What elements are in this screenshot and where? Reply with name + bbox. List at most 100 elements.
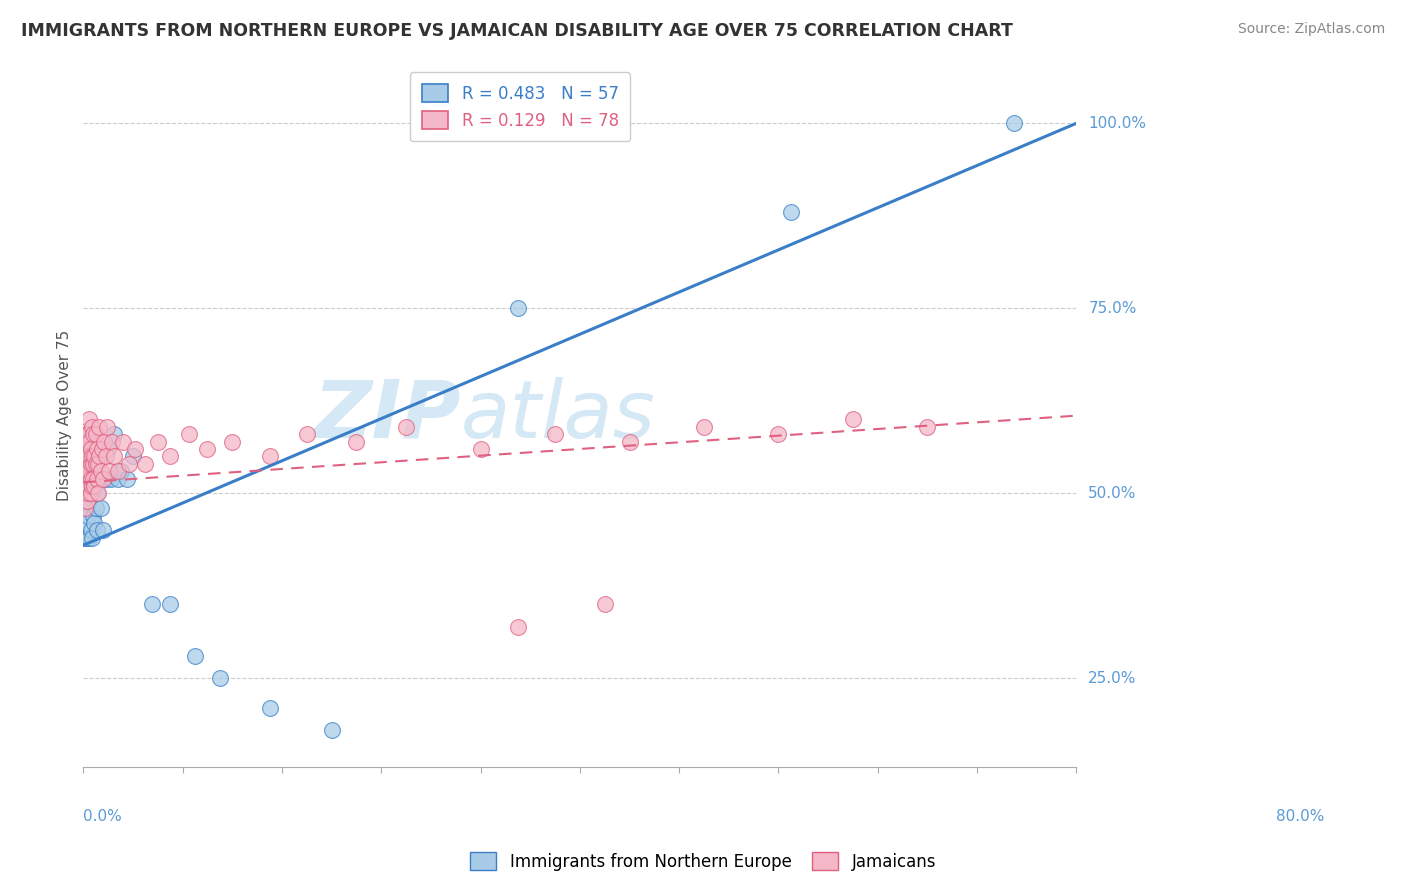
- Point: [83, 472, 105, 486]
- Point: [77, 486, 100, 500]
- Point: [75, 472, 97, 486]
- Point: [79, 434, 101, 449]
- Point: [79, 457, 101, 471]
- Point: [80, 486, 103, 500]
- Point: [80, 457, 103, 471]
- Legend: R = 0.483   N = 57, R = 0.129   N = 78: R = 0.483 N = 57, R = 0.129 N = 78: [411, 72, 630, 142]
- Point: [470, 442, 492, 456]
- Point: [80, 419, 103, 434]
- Point: [79, 493, 101, 508]
- Point: [77, 472, 100, 486]
- Point: [83, 450, 105, 464]
- Point: [115, 472, 138, 486]
- Point: [619, 434, 641, 449]
- Text: 75.0%: 75.0%: [1088, 301, 1136, 316]
- Point: [87, 457, 110, 471]
- Point: [75, 516, 97, 530]
- Point: [107, 464, 129, 478]
- Point: [75, 427, 97, 442]
- Point: [80, 427, 103, 442]
- Point: [75, 464, 97, 478]
- Point: [693, 419, 716, 434]
- Point: [83, 479, 105, 493]
- Point: [118, 457, 141, 471]
- Point: [77, 427, 100, 442]
- Point: [79, 531, 101, 545]
- Point: [80, 479, 103, 493]
- Point: [82, 472, 104, 486]
- Point: [96, 419, 118, 434]
- Point: [76, 434, 98, 449]
- Point: [89, 419, 111, 434]
- Point: [110, 464, 132, 478]
- Point: [76, 450, 98, 464]
- Point: [79, 464, 101, 478]
- Legend: Immigrants from Northern Europe, Jamaicans: Immigrants from Northern Europe, Jamaica…: [461, 844, 945, 880]
- Point: [73, 472, 96, 486]
- Text: 80.0%: 80.0%: [1277, 809, 1324, 824]
- Point: [73, 450, 96, 464]
- Point: [842, 412, 865, 426]
- Point: [77, 472, 100, 486]
- Point: [76, 464, 98, 478]
- Point: [506, 301, 529, 316]
- Point: [544, 427, 567, 442]
- Point: [76, 501, 98, 516]
- Point: [177, 427, 200, 442]
- Point: [82, 427, 104, 442]
- Point: [73, 486, 96, 500]
- Point: [73, 434, 96, 449]
- Point: [259, 450, 281, 464]
- Point: [159, 598, 181, 612]
- Point: [90, 464, 112, 478]
- Point: [111, 434, 134, 449]
- Point: [295, 427, 318, 442]
- Point: [79, 450, 101, 464]
- Point: [103, 427, 125, 442]
- Point: [90, 472, 112, 486]
- Point: [84, 427, 107, 442]
- Point: [75, 486, 97, 500]
- Point: [80, 450, 103, 464]
- Point: [159, 450, 181, 464]
- Point: [506, 619, 529, 633]
- Point: [89, 450, 111, 464]
- Point: [80, 531, 103, 545]
- Point: [107, 472, 129, 486]
- Text: 50.0%: 50.0%: [1088, 486, 1136, 501]
- Point: [73, 479, 96, 493]
- Point: [93, 434, 115, 449]
- Point: [395, 419, 418, 434]
- Point: [90, 442, 112, 456]
- Point: [917, 419, 939, 434]
- Point: [79, 427, 101, 442]
- Point: [86, 472, 108, 486]
- Point: [73, 464, 96, 478]
- Point: [75, 442, 97, 456]
- Point: [208, 672, 231, 686]
- Point: [82, 464, 104, 478]
- Point: [146, 434, 169, 449]
- Point: [77, 442, 100, 456]
- Point: [79, 479, 101, 493]
- Point: [94, 472, 117, 486]
- Point: [593, 598, 616, 612]
- Point: [83, 516, 105, 530]
- Point: [77, 442, 100, 456]
- Point: [75, 486, 97, 500]
- Point: [259, 701, 281, 715]
- Point: [90, 501, 112, 516]
- Point: [97, 442, 120, 456]
- Point: [768, 427, 790, 442]
- Point: [76, 457, 98, 471]
- Point: [77, 508, 100, 523]
- Point: [91, 472, 114, 486]
- Point: [80, 472, 103, 486]
- Text: 100.0%: 100.0%: [1088, 116, 1146, 131]
- Point: [101, 434, 124, 449]
- Point: [75, 442, 97, 456]
- Point: [80, 479, 103, 493]
- Point: [87, 472, 110, 486]
- Text: 25.0%: 25.0%: [1088, 671, 1136, 686]
- Point: [77, 486, 100, 500]
